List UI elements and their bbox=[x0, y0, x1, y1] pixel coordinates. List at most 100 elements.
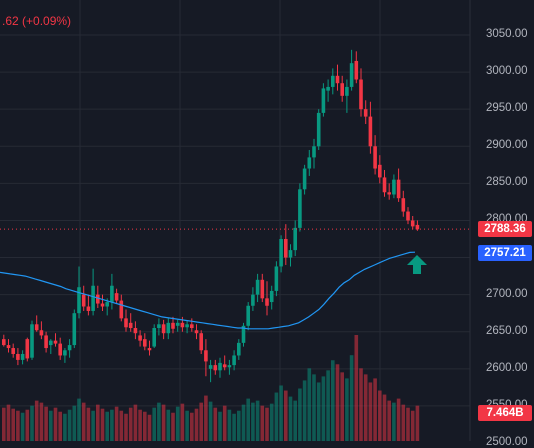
candle-body bbox=[298, 189, 302, 228]
volume-bar bbox=[410, 410, 415, 441]
candle-body bbox=[1, 339, 6, 346]
volume-bar bbox=[128, 407, 133, 441]
volume-bar bbox=[302, 380, 307, 441]
volume-bar bbox=[72, 405, 77, 441]
volume-bar bbox=[86, 407, 91, 441]
volume-bar bbox=[199, 402, 203, 441]
volume-bar bbox=[39, 402, 44, 441]
candle-body bbox=[378, 164, 382, 178]
volume-bar bbox=[335, 364, 340, 441]
candle-body bbox=[63, 350, 67, 356]
candle-body bbox=[91, 285, 95, 311]
candle-body bbox=[39, 330, 44, 336]
candle-body bbox=[114, 293, 119, 301]
candle-body bbox=[368, 116, 373, 147]
candle-body bbox=[194, 330, 199, 334]
volume-bar bbox=[16, 410, 20, 441]
candle-body bbox=[16, 353, 20, 360]
candle-body bbox=[293, 227, 297, 251]
candle-body bbox=[241, 325, 246, 343]
volume-bar bbox=[67, 409, 72, 441]
volume-bar bbox=[312, 374, 316, 441]
candle-body bbox=[190, 324, 194, 329]
volume-bar bbox=[368, 382, 373, 441]
price-axis-label: 3050.00 bbox=[486, 28, 528, 40]
candle-body bbox=[382, 177, 387, 193]
volume-bar bbox=[6, 404, 11, 441]
moving-average-line bbox=[0, 251, 416, 330]
volume-bar bbox=[415, 405, 420, 441]
price-axis-label: 2700.00 bbox=[486, 287, 528, 300]
candle-body bbox=[133, 328, 138, 334]
candle-body bbox=[204, 350, 208, 362]
candle-body bbox=[11, 348, 15, 354]
candle-body bbox=[86, 306, 91, 311]
volume-bar bbox=[77, 398, 81, 441]
volume-bar bbox=[2, 407, 6, 441]
volume-bar bbox=[166, 409, 171, 441]
volume-bar bbox=[331, 360, 335, 441]
candle-body bbox=[218, 362, 222, 371]
candle-body bbox=[392, 179, 396, 195]
volume-bar bbox=[293, 400, 297, 441]
volume-bar bbox=[222, 405, 227, 441]
candle-body bbox=[415, 224, 420, 230]
volume-bar bbox=[359, 368, 363, 441]
volume-bar bbox=[44, 406, 48, 441]
candle-body bbox=[72, 313, 77, 346]
candle-body bbox=[105, 302, 109, 307]
volume-bar bbox=[316, 382, 321, 441]
candle-body bbox=[49, 340, 53, 346]
volume-bar bbox=[152, 407, 156, 441]
volume-bar bbox=[396, 398, 401, 441]
candle-body bbox=[373, 146, 377, 169]
candle-body bbox=[331, 75, 335, 87]
volume-bar bbox=[204, 395, 208, 441]
volume-bar bbox=[124, 413, 128, 441]
candle-body bbox=[77, 287, 81, 314]
volume-bar bbox=[53, 407, 58, 441]
volume-bar bbox=[110, 409, 114, 441]
volume-bar bbox=[269, 403, 274, 441]
price-axis-label: 2950.00 bbox=[486, 102, 528, 115]
candle-body bbox=[152, 328, 156, 347]
volume-bar bbox=[363, 374, 368, 441]
volume-bar bbox=[255, 400, 260, 441]
volume-bar bbox=[349, 355, 354, 441]
volume-bar bbox=[284, 390, 288, 441]
candle-body bbox=[387, 192, 391, 195]
candle-body bbox=[119, 300, 124, 319]
candle-body bbox=[345, 86, 349, 96]
candle-body bbox=[180, 322, 185, 328]
volume-bar bbox=[100, 408, 105, 441]
volume-bar bbox=[190, 412, 194, 441]
candle-body bbox=[316, 112, 321, 147]
candle-body bbox=[143, 339, 147, 347]
volume-bar bbox=[20, 412, 25, 441]
volume-bar bbox=[96, 404, 100, 441]
candle-body bbox=[30, 324, 34, 358]
volume-bar bbox=[213, 407, 218, 441]
volume-bar bbox=[373, 378, 377, 441]
price-axis-label: 2500.00 bbox=[486, 436, 528, 448]
volume-bar bbox=[114, 406, 119, 441]
volume-bar bbox=[185, 410, 189, 441]
candle-body bbox=[81, 294, 86, 307]
volume-bar bbox=[387, 400, 391, 441]
volume-bar bbox=[25, 409, 30, 441]
candle-body bbox=[58, 343, 62, 356]
candle-body bbox=[284, 239, 288, 258]
volume-bar bbox=[63, 413, 67, 441]
volume-bar bbox=[180, 403, 185, 441]
last-price-tag: 2788.36 bbox=[478, 221, 532, 237]
price-change-legend: .62 (+0.09%) bbox=[2, 14, 72, 28]
volume-bar bbox=[326, 370, 330, 441]
price-axis-label: 2900.00 bbox=[486, 139, 528, 152]
volume-bar bbox=[392, 402, 396, 441]
volume-bar bbox=[265, 407, 269, 441]
candle-body bbox=[312, 146, 316, 158]
candle-body bbox=[251, 294, 255, 306]
candle-body bbox=[246, 305, 250, 326]
